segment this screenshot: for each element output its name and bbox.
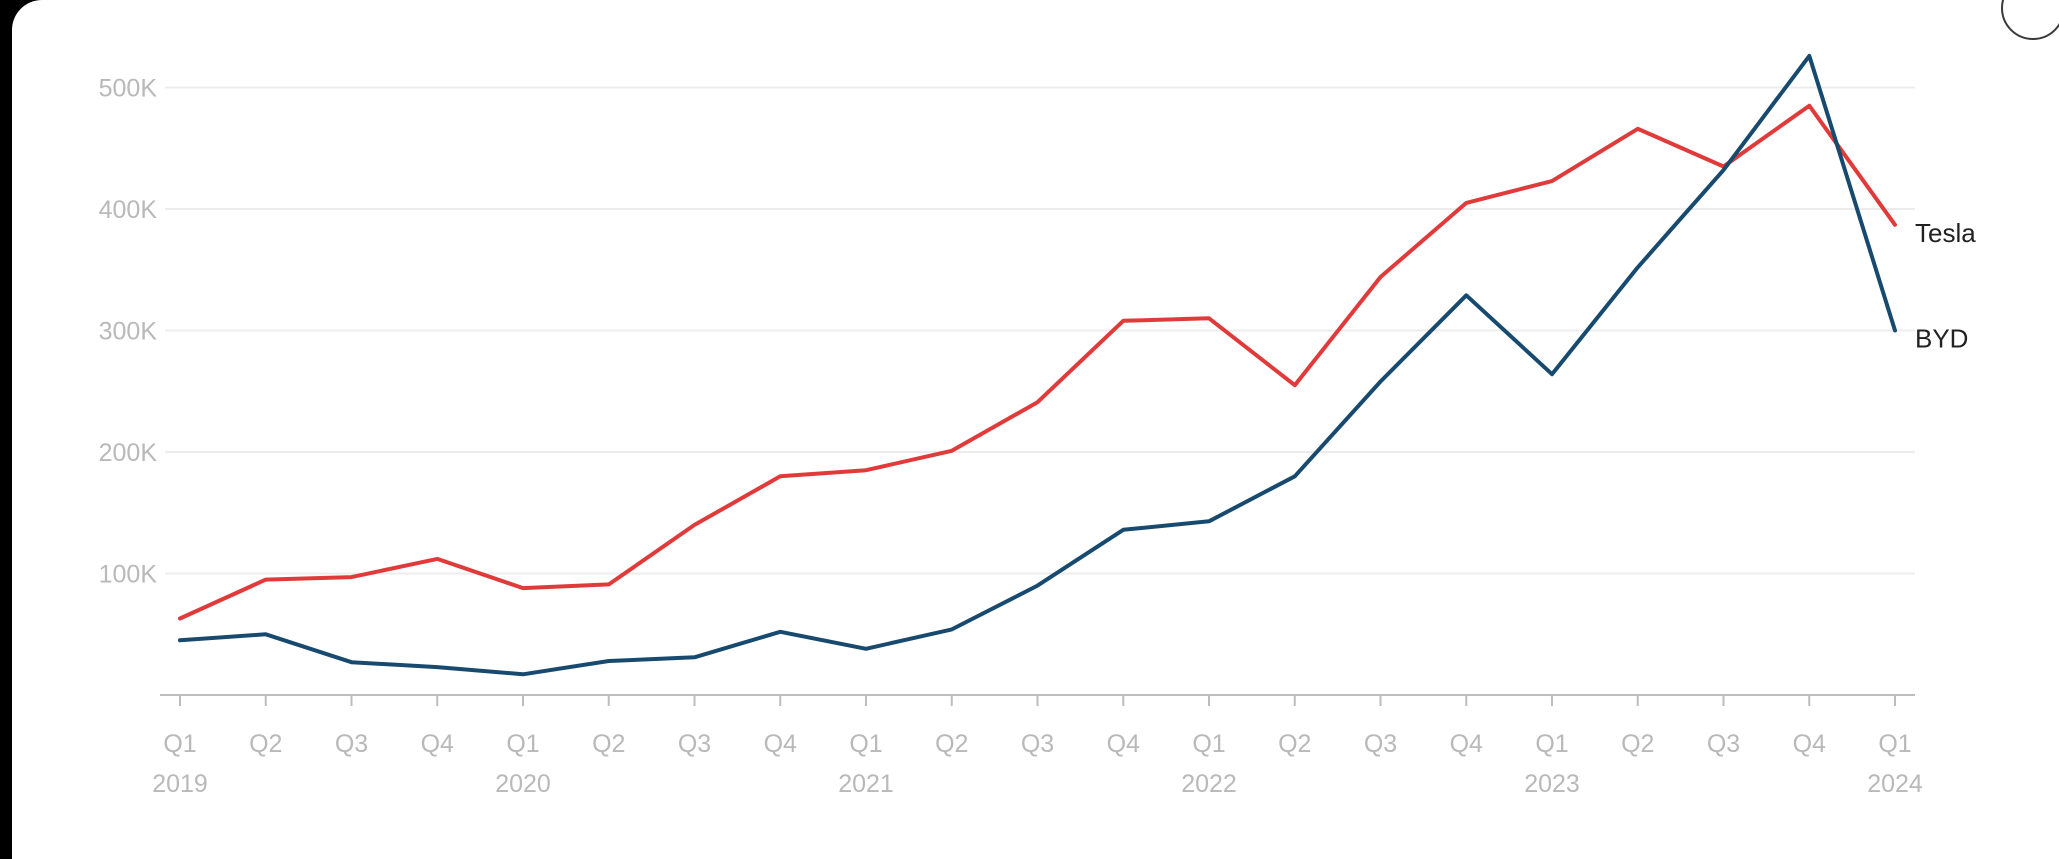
x-tick-label: Q2 bbox=[935, 730, 968, 758]
series-labels: Tesla BYD bbox=[1915, 218, 1976, 354]
x-tick-label: Q1 bbox=[1535, 730, 1568, 758]
x-year-label: 2024 bbox=[1867, 770, 1923, 798]
x-tick-label: Q4 bbox=[1793, 730, 1826, 758]
x-year-label: 2022 bbox=[1181, 770, 1237, 798]
x-tick-label: Q1 bbox=[1192, 730, 1225, 758]
y-tick-label: 200K bbox=[99, 439, 158, 467]
y-tick-label: 300K bbox=[99, 318, 158, 346]
x-year-label: 2023 bbox=[1524, 770, 1580, 798]
y-axis-tick-labels: 100K 200K 300K 400K 500K bbox=[99, 75, 158, 589]
x-tick-label: Q2 bbox=[249, 730, 282, 758]
x-tick-label: Q2 bbox=[1278, 730, 1311, 758]
series-line-tesla bbox=[178, 103, 1897, 621]
x-tick-label: Q1 bbox=[506, 730, 539, 758]
x-year-label: 2020 bbox=[495, 770, 551, 798]
y-tick-label: 400K bbox=[99, 196, 158, 224]
x-tick-label: Q2 bbox=[1621, 730, 1654, 758]
x-year-label: 2019 bbox=[152, 770, 208, 798]
x-tick-label: Q4 bbox=[421, 730, 454, 758]
x-axis: Q1 Q2 Q3 Q4 Q1 Q2 Q3 Q4 Q1 Q2 Q3 Q4 Q1 Q2 Q3 Q4 Q1 Q2 Q3 Q4… bbox=[152, 694, 1923, 798]
gridlines bbox=[165, 86, 1915, 575]
y-tick-label: 500K bbox=[99, 75, 158, 103]
x-year-label: 2021 bbox=[838, 770, 894, 798]
series-lines bbox=[178, 53, 1897, 677]
x-tick-label: Q3 bbox=[1364, 730, 1397, 758]
x-tick-label: Q1 bbox=[849, 730, 882, 758]
x-tick-label: Q3 bbox=[678, 730, 711, 758]
series-line-byd bbox=[178, 53, 1897, 677]
x-tick-label: Q4 bbox=[1107, 730, 1140, 758]
x-tick-label: Q3 bbox=[1707, 730, 1740, 758]
y-tick-label: 100K bbox=[99, 561, 158, 589]
chart-panel bbox=[12, 0, 2059, 859]
x-tick-label: Q3 bbox=[1021, 730, 1054, 758]
x-tick-label: Q2 bbox=[592, 730, 625, 758]
series-label-tesla: Tesla bbox=[1915, 218, 1976, 248]
x-tick-label: Q4 bbox=[1450, 730, 1483, 758]
series-label-byd: BYD bbox=[1915, 324, 1968, 354]
x-tick-label: Q4 bbox=[764, 730, 797, 758]
x-tick-label: Q1 bbox=[163, 730, 196, 758]
x-tick-label: Q1 bbox=[1878, 730, 1911, 758]
x-tick-label: Q3 bbox=[335, 730, 368, 758]
